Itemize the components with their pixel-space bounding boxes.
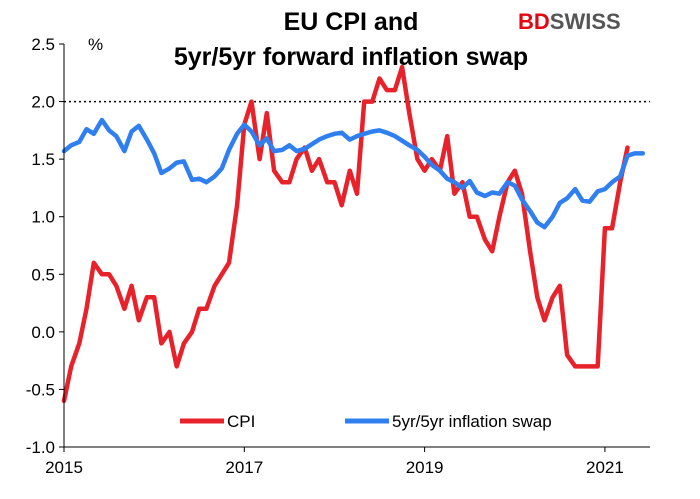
legend-label-swap: 5yr/5yr inflation swap [392,412,552,431]
brand-logo-part2: SWISS [550,9,621,34]
x-tick-label: 2019 [406,458,444,477]
brand-logo: BDSWISS [518,9,621,34]
y-tick-label: 0.5 [31,265,55,284]
x-tick-label: 2021 [586,458,624,477]
y-tick-label: 2.5 [31,35,55,54]
series-line-cpi [61,64,630,404]
y-tick-label: -0.5 [26,380,55,399]
y-axis-ticks: 2.5 2.0 1.5 1.0 0.5 0.0 -0.5 -1.0 [26,35,64,457]
chart-title-line-1: EU CPI and [284,8,419,36]
legend: CPI 5yr/5yr inflation swap [180,412,552,431]
series-line-swap [61,117,646,230]
x-tick-label: 2017 [225,458,263,477]
chart-title-line-2: 5yr/5yr forward inflation swap [174,43,528,71]
x-tick-label: 2015 [45,458,83,477]
brand-logo-part1: BD [518,9,550,34]
y-tick-label: -1.0 [26,438,55,457]
series-lines [61,64,646,404]
legend-label-cpi: CPI [227,412,255,431]
y-tick-label: 1.5 [31,150,55,169]
y-tick-label: 0.0 [31,323,55,342]
x-axis-ticks: 2015 2017 2019 2021 [45,447,624,477]
y-axis-unit-label: % [88,35,103,54]
y-tick-label: 1.0 [31,208,55,227]
y-tick-label: 2.0 [31,93,55,112]
